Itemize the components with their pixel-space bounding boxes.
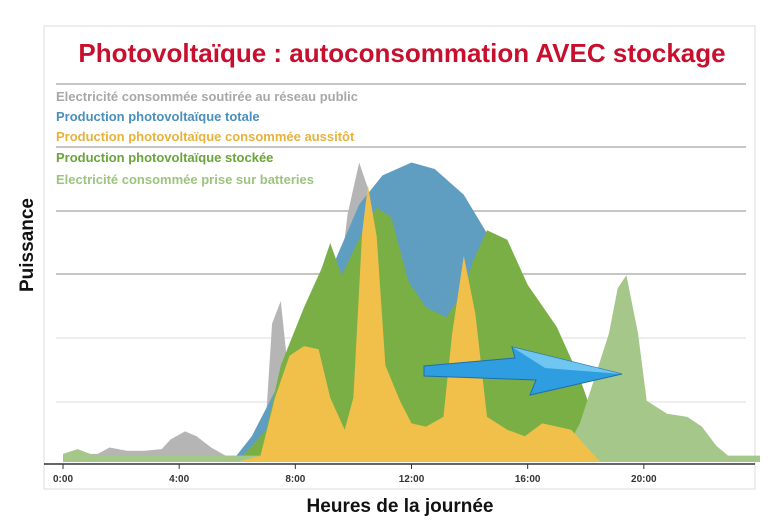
x-tick-label: 16:00 bbox=[515, 474, 541, 485]
series-area-4 bbox=[237, 185, 601, 462]
legend-item: Electricité consommée prise sur batterie… bbox=[56, 172, 314, 187]
x-tick-label: 0:00 bbox=[53, 474, 73, 485]
plot-border bbox=[43, 25, 756, 490]
legend-item: Production photovoltaïque totale bbox=[56, 109, 260, 124]
series-area-3 bbox=[63, 275, 760, 462]
legend-item: Electricité consommée soutirée au réseau… bbox=[56, 89, 358, 104]
x-axis-title: Heures de la journée bbox=[307, 496, 494, 517]
legend: Electricité consommée soutirée au réseau… bbox=[56, 89, 358, 187]
x-tick-label: 20:00 bbox=[631, 474, 657, 485]
x-tick-label: 12:00 bbox=[399, 474, 425, 485]
x-axis-ticks: 0:00 4:00 8:00 12:00 16:00 20:00 bbox=[53, 464, 657, 485]
y-axis-title: Puissance bbox=[17, 198, 38, 292]
chart-title: Photovoltaïque : autoconsommation AVEC s… bbox=[78, 38, 725, 68]
legend-item: Production photovoltaïque consommée auss… bbox=[56, 129, 355, 144]
x-tick-label: 4:00 bbox=[169, 474, 189, 485]
legend-item: Production photovoltaïque stockée bbox=[56, 150, 273, 165]
series-areas bbox=[63, 162, 760, 462]
x-tick-label: 8:00 bbox=[285, 474, 305, 485]
arrow-icon bbox=[423, 346, 623, 396]
